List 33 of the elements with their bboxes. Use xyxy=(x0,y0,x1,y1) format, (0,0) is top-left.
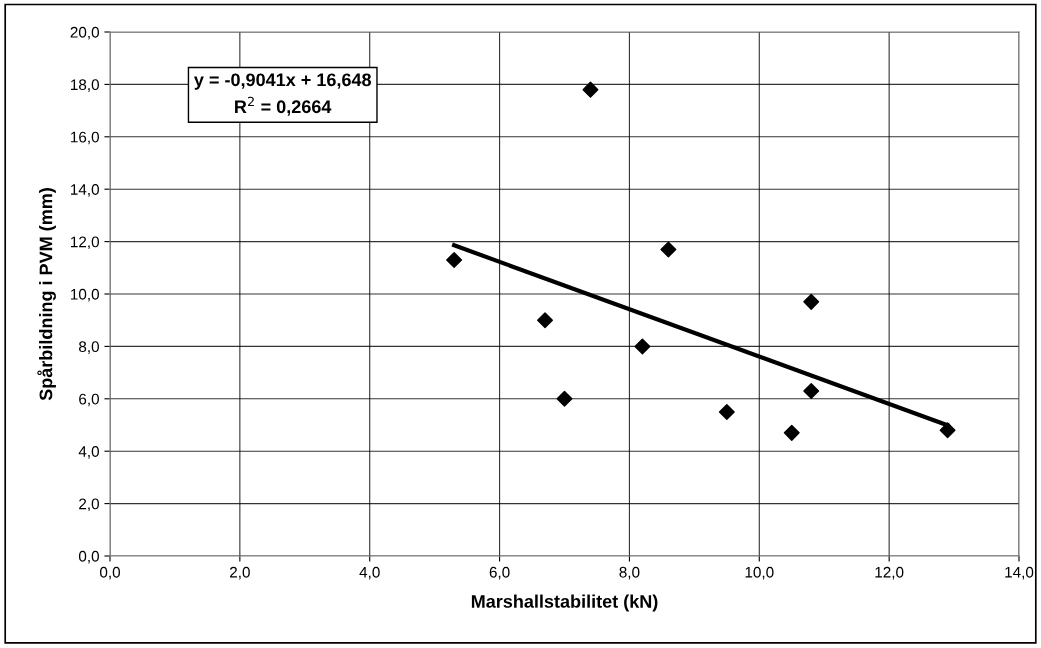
point xyxy=(556,390,573,407)
point xyxy=(718,403,735,420)
x-tick-label: 2,0 xyxy=(230,566,250,580)
x-tick-label: 8,0 xyxy=(619,566,640,580)
y-tick-label: 14,0 xyxy=(71,184,99,197)
x-tick-label: 6,0 xyxy=(489,566,510,580)
x-axis-title: Marshallstabilitet (kN) xyxy=(471,594,658,612)
point xyxy=(660,241,677,258)
x-tick-label: 10,0 xyxy=(745,566,774,580)
point xyxy=(783,424,800,441)
point xyxy=(803,293,820,310)
point xyxy=(803,382,820,399)
point xyxy=(939,422,956,439)
y-tick-label: 16,0 xyxy=(71,131,99,145)
y-tick-label: 0,0 xyxy=(78,550,99,564)
x-tick-label: 4,0 xyxy=(359,566,380,580)
x-tick-label: 12,0 xyxy=(875,566,904,580)
y-tick-label: 4,0 xyxy=(78,446,99,459)
y-tick-label: 12,0 xyxy=(71,236,99,250)
y-tick-label: 2,0 xyxy=(79,498,99,512)
y-tick-label: 18,0 xyxy=(71,79,99,92)
y-tick-label: 6,0 xyxy=(79,393,99,407)
point xyxy=(634,338,651,355)
x-tick-label: 14,0 xyxy=(1005,566,1034,580)
y-tick-label: 8,0 xyxy=(79,341,99,354)
point xyxy=(537,312,553,329)
y-tick-label: 20,0 xyxy=(70,26,99,40)
point xyxy=(446,251,463,268)
x-tick-label: 0,0 xyxy=(99,566,121,580)
annotation: y = -0,9041x + 16,648 R$^{2}$ = 0,2664 xyxy=(194,73,372,116)
y-tick-label: 10,0 xyxy=(71,288,99,302)
point xyxy=(582,81,599,98)
y-axis-title: Spårbildning i PVM (mm) xyxy=(37,188,56,401)
